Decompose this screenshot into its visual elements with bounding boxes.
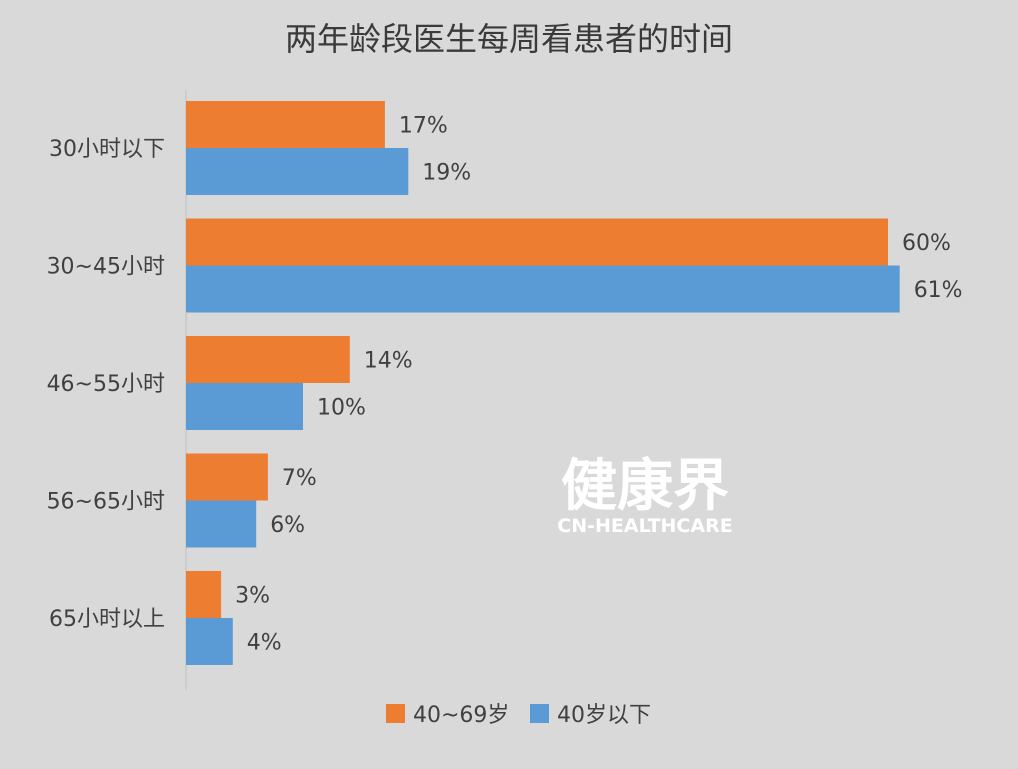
category-label: 30~45小时: [47, 255, 165, 280]
data-label: 19%: [422, 161, 471, 186]
category-label: 56~65小时: [47, 490, 165, 515]
watermark-main: 健康界: [561, 454, 729, 519]
bar-series-1: [186, 571, 222, 618]
data-label: 14%: [364, 349, 413, 374]
watermark: 健康界 CN-HEALTHCARE: [557, 454, 732, 537]
data-labels: 17% 19% 60% 61% 14% 10% 7% 6% 3% 4%: [235, 114, 963, 656]
data-label: 6%: [270, 513, 305, 538]
legend-swatch-series-2: [530, 704, 549, 723]
category-label: 65小时以上: [49, 607, 165, 632]
bar-series-2: [186, 383, 303, 430]
data-label: 4%: [247, 631, 282, 656]
data-label: 61%: [914, 278, 963, 303]
legend-label-series-2: 40岁以下: [557, 703, 651, 728]
category-label: 30小时以下: [49, 137, 165, 162]
data-label: 7%: [282, 466, 317, 491]
bar-series-2: [186, 500, 257, 548]
chart-title: 两年龄段医生每周看患者的时间: [285, 20, 733, 58]
category-labels: 30小时以下 30~45小时 46~55小时 56~65小时 65小时以上: [47, 137, 165, 632]
bar-series-2: [186, 265, 900, 313]
bar-series-1: [186, 453, 268, 501]
data-label: 17%: [399, 114, 448, 139]
bar-series-1: [186, 218, 888, 266]
watermark-sub: CN-HEALTHCARE: [557, 515, 732, 537]
data-label: 10%: [317, 396, 366, 421]
legend: 40~69岁 40岁以下: [386, 703, 651, 728]
category-label: 46~55小时: [47, 372, 165, 397]
bar-series-1: [186, 101, 385, 148]
bar-series-2: [186, 618, 233, 665]
legend-label-series-1: 40~69岁: [413, 703, 509, 728]
legend-swatch-series-1: [386, 704, 405, 723]
bar-series-1: [186, 336, 350, 383]
data-label: 60%: [902, 231, 951, 256]
bar-series-2: [186, 148, 409, 195]
bars-group: [186, 101, 900, 665]
data-label: 3%: [235, 584, 270, 609]
